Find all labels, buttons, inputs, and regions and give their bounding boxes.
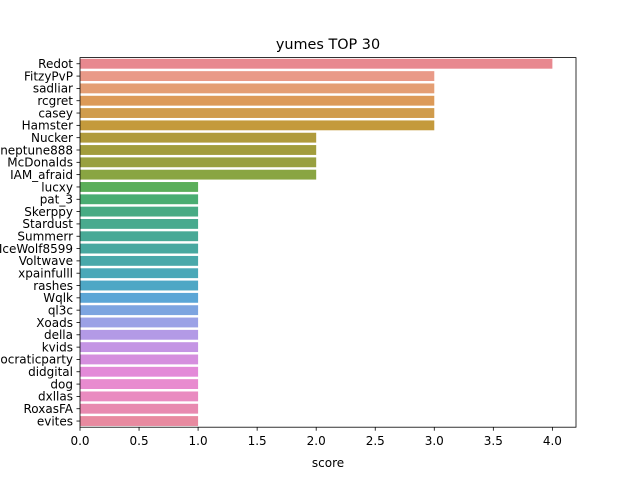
- x-tick-label: 4.0: [543, 434, 562, 448]
- y-tick-label: dxllas: [38, 390, 73, 404]
- y-tick-label: Nucker: [31, 131, 73, 145]
- y-tick-label: rcgret: [37, 94, 73, 108]
- bar-7: [80, 145, 317, 155]
- y-tick-label: pat_3: [40, 193, 73, 207]
- bar-18: [80, 280, 199, 291]
- y-tick-label: Redot: [38, 57, 73, 71]
- x-tick-label: 1.0: [189, 434, 208, 448]
- y-tick-label: democraticparty: [0, 353, 73, 367]
- x-tick-label: 0.5: [130, 434, 149, 448]
- x-tick-label: 2.0: [307, 434, 326, 448]
- bar-12: [80, 206, 199, 217]
- x-tick-label: 0.0: [70, 434, 89, 448]
- bar-26: [80, 379, 199, 390]
- y-tick-label: casey: [38, 106, 73, 120]
- bar-1: [80, 71, 435, 82]
- bar-21: [80, 317, 199, 328]
- y-tick-label: Wqlk: [43, 291, 73, 305]
- bar-5: [80, 120, 435, 131]
- y-tick-label: xpainfulll: [18, 267, 73, 281]
- bar-11: [80, 194, 199, 205]
- y-tick-label: Summerr: [17, 230, 73, 244]
- y-tick-label: rashes: [33, 279, 73, 293]
- bar-9: [80, 169, 317, 180]
- x-tick-label: 3.5: [484, 434, 503, 448]
- x-axis-label: score: [312, 456, 344, 470]
- bar-15: [80, 243, 199, 254]
- y-tick-label: Skerppy: [24, 205, 73, 219]
- chart-title: yumes TOP 30: [276, 37, 380, 53]
- x-axis-ticks: 0.0 0.5 1.0 1.5 2.0 2.5 3.0 3.5 4.0: [70, 427, 562, 448]
- bar-20: [80, 305, 199, 316]
- y-tick-label: IceWolf8599: [0, 242, 73, 256]
- bar-29: [80, 416, 199, 426]
- bar-25: [80, 366, 199, 377]
- bar-10: [80, 182, 199, 192]
- bar-28: [80, 403, 199, 414]
- y-tick-label: Hamster: [22, 119, 73, 133]
- y-axis-ticks: RedotFitzyPvPsadliarrcgretcaseyHamsterNu…: [0, 57, 80, 428]
- y-tick-label: McDonalds: [7, 156, 73, 170]
- bar-24: [80, 354, 199, 365]
- y-tick-label: FitzyPvP: [24, 69, 73, 83]
- y-tick-label: neptune888: [0, 143, 73, 157]
- bar-19: [80, 292, 199, 303]
- x-tick-label: 1.5: [248, 434, 267, 448]
- bar-13: [80, 218, 199, 229]
- y-tick-label: RoxasFA: [24, 402, 74, 416]
- y-tick-label: evites: [37, 414, 73, 428]
- plot-frame: [79, 57, 577, 428]
- bar-14: [80, 231, 199, 242]
- x-tick-label: 2.5: [366, 434, 385, 448]
- bar-4: [80, 108, 435, 118]
- bar-23: [80, 342, 199, 353]
- y-tick-label: IAM_afraid: [10, 168, 73, 182]
- bar-3: [80, 95, 435, 106]
- bar-22: [80, 329, 199, 340]
- bar-17: [80, 268, 199, 279]
- y-tick-label: lucxy: [41, 180, 73, 194]
- bar-6: [80, 132, 317, 143]
- bar-27: [80, 391, 199, 402]
- y-tick-label: Xoads: [36, 316, 73, 330]
- y-tick-label: sadliar: [33, 82, 73, 96]
- bar-8: [80, 157, 317, 168]
- y-tick-label: didgital: [28, 365, 73, 379]
- y-tick-label: Stardust: [22, 217, 73, 231]
- bar-2: [80, 83, 435, 94]
- bar-0: [80, 58, 553, 69]
- y-tick-label: kvids: [42, 340, 73, 354]
- bar-16: [80, 255, 199, 266]
- y-tick-label: della: [44, 328, 73, 342]
- bars-group: [80, 58, 553, 426]
- y-tick-label: dog: [50, 377, 73, 391]
- x-tick-label: 3.0: [425, 434, 444, 448]
- y-tick-label: ql3c: [48, 303, 73, 317]
- y-tick-label: Voltwave: [19, 254, 73, 268]
